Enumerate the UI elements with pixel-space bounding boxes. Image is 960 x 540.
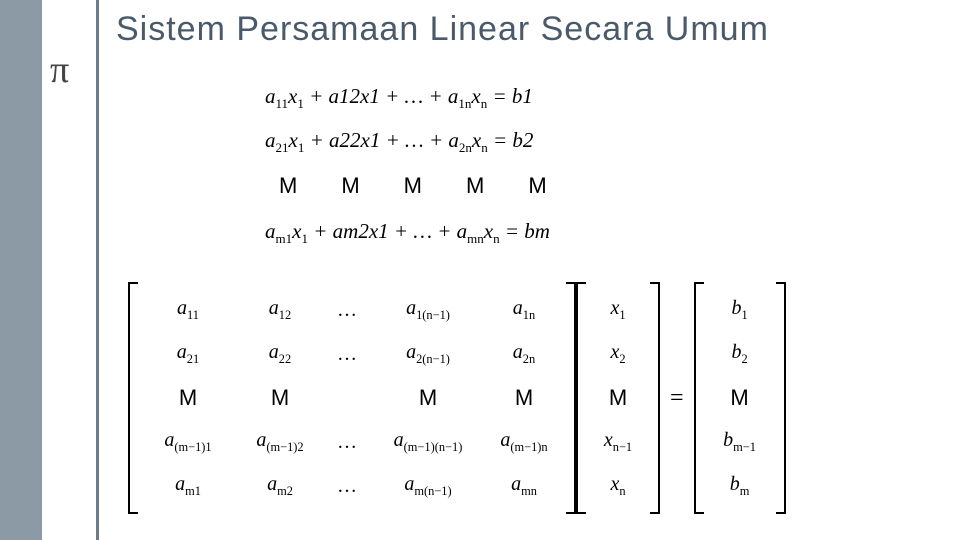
matrix-cell: xn	[610, 473, 625, 499]
page-title: Sistem Persamaan Linear Secara Umum	[116, 10, 769, 49]
equation-row: a21x1 + a22x1 + … + a2nxn = b2	[265, 122, 550, 160]
matrix-cell: a2(n−1)	[406, 341, 450, 367]
vector-x: x1 x2 Mxn−1 xn	[576, 282, 660, 514]
matrix-cell: a(m−1)(n−1)	[394, 429, 463, 455]
sidebar-border	[96, 0, 99, 540]
matrix-cell: …	[337, 431, 359, 454]
matrix-cell: a1(n−1)	[406, 297, 450, 323]
bracket-right-icon	[776, 282, 786, 514]
equation-row: am1x1 + am2x1 + … + amnxn = bm	[265, 213, 550, 251]
bracket-left-icon	[576, 282, 586, 514]
bracket-right-icon	[566, 282, 576, 514]
matrix-cell: …	[337, 299, 359, 322]
matrix-cell: am1	[175, 473, 201, 499]
matrix-cell: bm−1	[723, 429, 756, 455]
matrix-cell: …	[337, 475, 359, 498]
matrix-cell: b1	[731, 297, 747, 323]
bracket-right-icon	[650, 282, 660, 514]
matrix-cell: a12	[269, 297, 291, 323]
matrix-cell: …	[337, 343, 359, 366]
matrix-cell: M	[730, 385, 748, 411]
matrix-cell: a1n	[513, 297, 535, 323]
equation-system: a11x1 + a12x1 + … + a1nxn = b1 a21x1 + a2…	[265, 78, 550, 257]
matrix-cell: am(n−1)	[404, 473, 451, 499]
matrix-cell: a(m−1)1	[164, 429, 211, 455]
matrix-cell: xn−1	[604, 429, 632, 455]
matrix-cell: a(m−1)n	[500, 429, 547, 455]
matrix-cell: a(m−1)2	[256, 429, 303, 455]
bracket-left-icon	[128, 282, 138, 514]
matrix-cell: M	[609, 385, 627, 411]
equals-sign: =	[670, 385, 684, 412]
matrix-cell: b2	[731, 341, 747, 367]
matrix-cell: x1	[610, 297, 625, 323]
matrix-cell: am2	[267, 473, 293, 499]
matrix-cell: M	[179, 385, 197, 411]
sidebar-bar	[0, 0, 42, 540]
matrix-cell: x2	[610, 341, 625, 367]
vector-b: b1 b2 Mbm−1 bm	[694, 282, 786, 514]
pi-icon: π	[50, 48, 69, 92]
matrix-cell: a11	[177, 297, 199, 323]
equation-row: a11x1 + a12x1 + … + a1nxn = b1	[265, 78, 550, 116]
matrix-cell: M	[271, 385, 289, 411]
matrix-cell: M	[419, 385, 437, 411]
matrix-cell: a22	[269, 341, 291, 367]
matrix-cell: M	[515, 385, 533, 411]
bracket-left-icon	[694, 282, 704, 514]
matrix-a: a11 a12 … a1(n−1) a1n a21 a22 … a2(n−1) a2n M M M Ma(…	[128, 282, 576, 514]
matrix-equation: a11 a12 … a1(n−1) a1n a21 a22 … a2(n−1) a2n M M M Ma(…	[128, 282, 786, 514]
matrix-cell: bm	[730, 473, 750, 499]
matrix-cell: a21	[177, 341, 199, 367]
matrix-cell: amn	[511, 473, 537, 499]
vdots-row: MMMMM	[265, 166, 550, 206]
matrix-cell: a2n	[513, 341, 535, 367]
